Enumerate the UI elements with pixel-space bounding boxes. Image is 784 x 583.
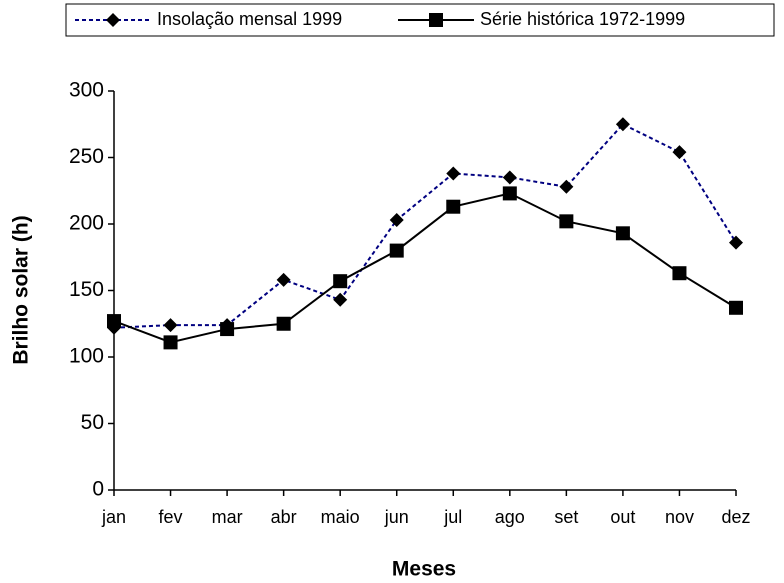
marker [276,316,291,331]
marker [389,243,404,258]
y-tick-label: 100 [69,345,104,368]
legend-label: Insolação mensal 1999 [157,9,342,29]
x-tick-label: maio [321,507,360,527]
x-tick-label: ago [495,507,525,527]
x-tick-label: nov [665,507,694,527]
series-line [113,123,737,329]
marker [163,335,178,350]
marker [559,179,574,194]
marker [446,166,461,181]
y-tick-label: 0 [92,478,104,501]
x-tick-label: dez [721,507,750,527]
y-tick-label: 200 [69,212,104,235]
marker [446,199,461,214]
marker [559,214,574,229]
marker [389,213,404,228]
marker [729,300,743,315]
x-tick-label: set [554,507,578,527]
series-line [113,192,737,344]
marker [276,272,291,287]
y-tick-label: 300 [69,79,104,102]
x-tick-label: mar [212,507,243,527]
marker [333,274,348,289]
x-tick-label: out [610,507,635,527]
marker [729,235,743,250]
legend-marker [106,13,120,27]
y-axis-label: Brilho solar (h) [10,215,33,364]
legend-label: Série histórica 1972-1999 [480,9,685,29]
marker [672,145,687,160]
y-tick-label: 50 [81,411,104,434]
marker [672,266,687,281]
marker [333,292,348,307]
marker [107,314,121,329]
marker [502,170,517,185]
x-tick-label: jul [443,507,462,527]
y-tick-label: 150 [69,278,104,301]
marker [163,318,178,333]
x-axis-label: Meses [392,558,456,581]
y-tick-label: 250 [69,145,104,168]
x-tick-label: jun [384,507,409,527]
x-tick-label: abr [271,507,297,527]
marker [615,117,630,132]
legend-marker [429,13,443,27]
x-tick-label: jan [101,507,126,527]
marker [220,322,235,337]
marker [502,186,517,201]
x-tick-label: fev [159,507,183,527]
marker [615,226,630,241]
